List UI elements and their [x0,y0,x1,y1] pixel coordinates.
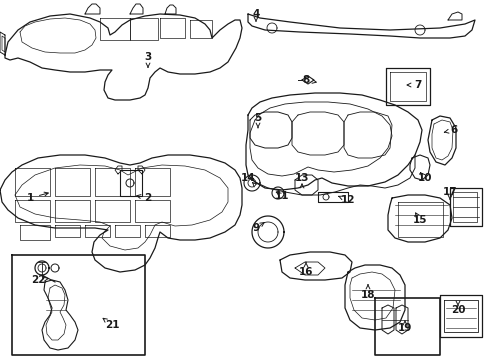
Text: 17: 17 [442,187,456,197]
Text: 18: 18 [360,290,374,300]
Text: 6: 6 [449,125,457,135]
Text: 9: 9 [252,223,259,233]
Text: 11: 11 [274,191,289,201]
Text: 2: 2 [144,193,151,203]
Text: 7: 7 [413,80,421,90]
Text: 10: 10 [417,173,431,183]
Text: 5: 5 [254,113,261,123]
Text: 16: 16 [298,267,313,277]
Text: 22: 22 [31,275,45,285]
Text: 12: 12 [340,195,354,205]
Text: 20: 20 [450,305,464,315]
Text: 19: 19 [397,323,411,333]
Text: 21: 21 [104,320,119,330]
Text: 4: 4 [252,9,259,19]
Text: 13: 13 [294,173,308,183]
Text: 1: 1 [26,193,34,203]
Text: 15: 15 [412,215,427,225]
Text: 3: 3 [144,52,151,62]
Text: 14: 14 [240,173,255,183]
Text: 8: 8 [302,75,309,85]
